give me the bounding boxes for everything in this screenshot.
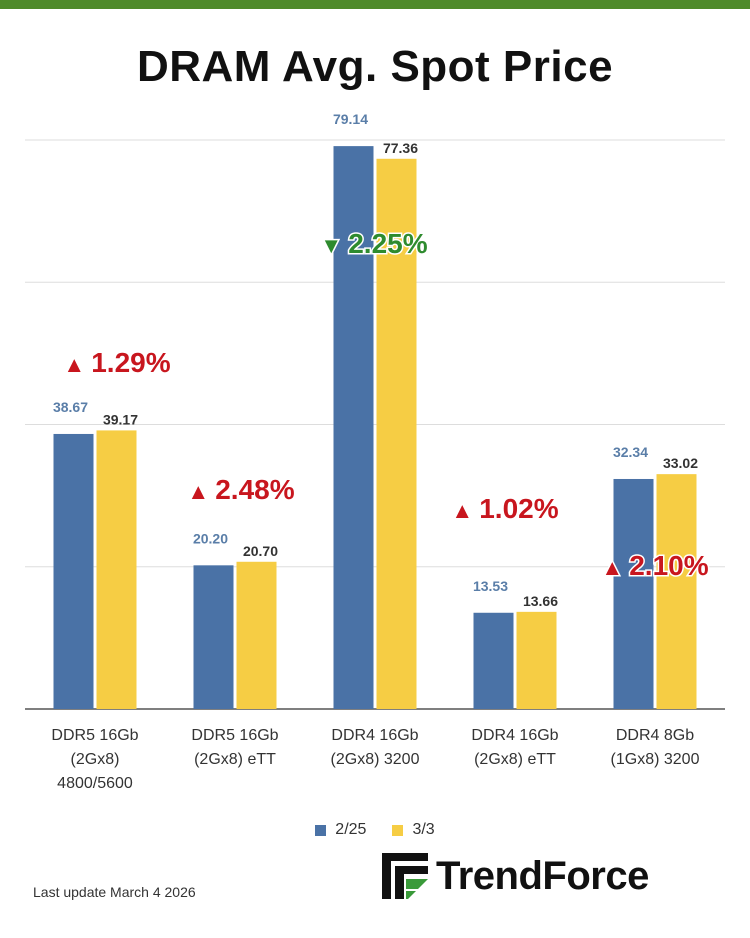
up-arrow-icon: ▲ — [187, 479, 215, 504]
legend: 2/25 3/3 — [0, 821, 750, 839]
top-accent-bar — [0, 0, 750, 9]
category-label-3-line-1: DDR4 16Gb — [331, 727, 418, 744]
change-percent: 1.02% — [479, 493, 558, 524]
change-badge-cat-3: ▼ 2.25% — [320, 228, 427, 259]
value-label-series-2-cat-2: 20.70 — [243, 543, 278, 559]
value-label-series-2-cat-5: 33.02 — [663, 455, 698, 471]
change-percent: 2.10% — [629, 550, 708, 581]
category-label-1-line-3: 4800/5600 — [57, 775, 133, 792]
value-label-series-2-cat-3: 77.36 — [383, 140, 418, 156]
bar-3-3-cat-3 — [376, 158, 417, 710]
bar-2-25-cat-1 — [53, 433, 94, 709]
change-percent: 2.48% — [215, 474, 294, 505]
value-label-series-1-cat-2: 20.20 — [193, 530, 228, 546]
legend-label-series-1: 2/25 — [335, 821, 367, 838]
category-label-2-line-1: DDR5 16Gb — [191, 727, 278, 744]
category-label-1-line-1: DDR5 16Gb — [51, 727, 138, 744]
logo-wordmark: TrendForce — [436, 853, 649, 898]
value-label-series-1-cat-4: 13.53 — [473, 578, 508, 594]
category-label-4-line-2: (2Gx8) eTT — [474, 751, 556, 768]
bar-3-3-cat-1 — [96, 430, 137, 709]
bar-3-3-cat-4 — [516, 611, 557, 709]
value-label-series-2-cat-1: 39.17 — [103, 411, 138, 427]
legend-swatch-series-1 — [315, 824, 327, 836]
bar-3-3-cat-5 — [656, 474, 697, 709]
bar-2-25-cat-2 — [193, 565, 234, 709]
category-label-1-line-2: (2Gx8) — [71, 751, 120, 768]
legend-item-series-2: 3/3 — [392, 821, 435, 839]
chart-title: DRAM Avg. Spot Price — [136, 42, 614, 91]
category-label-2-line-2: (2Gx8) eTT — [194, 751, 276, 768]
category-label-5-line-2: (1Gx8) 3200 — [611, 751, 700, 768]
change-badge-cat-5: ▲ 2.10% — [601, 550, 708, 581]
trendforce-logo: TrendForce — [382, 853, 649, 899]
up-arrow-icon: ▲ — [601, 555, 629, 580]
value-label-series-1-cat-3: 79.14 — [333, 111, 368, 127]
value-label-series-1-cat-1: 38.67 — [53, 399, 88, 415]
up-arrow-icon: ▲ — [451, 498, 479, 523]
bar-2-25-cat-3 — [333, 146, 374, 709]
last-update-text: Last update March 4 2026 — [33, 884, 196, 900]
legend-label-series-2: 3/3 — [412, 821, 435, 838]
change-badge-cat-2: ▲ 2.48% — [187, 474, 294, 505]
trendforce-logo-icon — [382, 853, 428, 899]
bar-2-25-cat-5 — [613, 478, 654, 709]
change-badge-cat-1: ▲ 1.29% — [63, 347, 170, 378]
category-label-4-line-1: DDR4 16Gb — [471, 727, 558, 744]
change-percent: 2.25% — [348, 228, 427, 259]
category-label-5-line-1: DDR4 8Gb — [616, 727, 694, 744]
up-arrow-icon: ▲ — [63, 352, 91, 377]
change-percent: 1.29% — [91, 347, 170, 378]
legend-item-series-1: 2/25 — [315, 821, 366, 839]
down-arrow-icon: ▼ — [320, 233, 348, 258]
bar-3-3-cat-2 — [236, 561, 277, 709]
change-badge-cat-4: ▲ 1.02% — [451, 493, 558, 524]
value-label-series-2-cat-4: 13.66 — [523, 593, 558, 609]
category-label-3-line-2: (2Gx8) 3200 — [331, 751, 420, 768]
value-label-series-1-cat-5: 32.34 — [613, 444, 648, 460]
legend-swatch-series-2 — [392, 824, 404, 836]
bar-2-25-cat-4 — [473, 612, 514, 709]
